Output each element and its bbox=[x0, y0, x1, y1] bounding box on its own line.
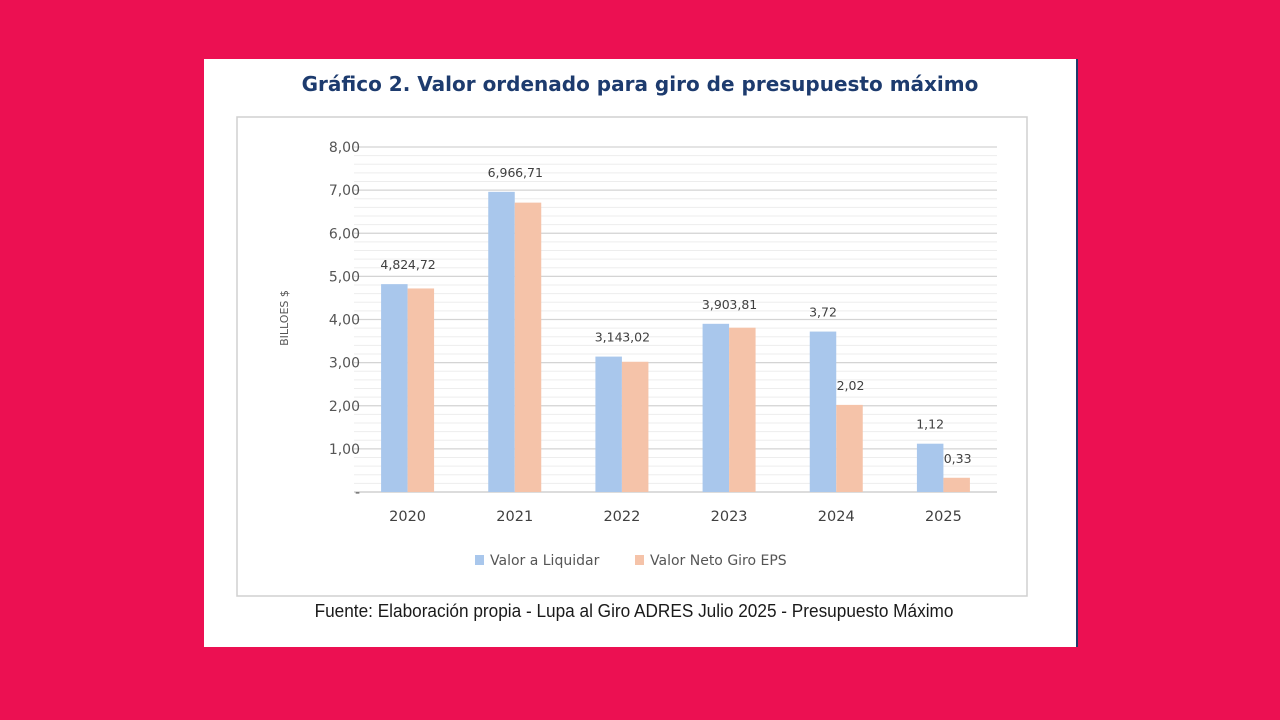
plot-frame bbox=[236, 116, 1028, 597]
legend-label: Valor a Liquidar bbox=[490, 553, 600, 569]
legend: Valor a Liquidar Valor Neto Giro EPS bbox=[475, 553, 787, 569]
chart-title: Gráfico 2. Valor ordenado para giro de p… bbox=[301, 72, 979, 96]
legend-swatch bbox=[475, 555, 484, 565]
bar bbox=[488, 191, 515, 492]
y-tick-label: 7,00 bbox=[329, 183, 360, 199]
grid-layer bbox=[354, 146, 997, 493]
legend-label: Valor Neto Giro EPS bbox=[650, 553, 787, 569]
bar bbox=[621, 361, 649, 492]
bar bbox=[595, 356, 622, 492]
data-label: 4,82 bbox=[380, 257, 408, 272]
bar bbox=[836, 404, 863, 492]
data-label: 3,72 bbox=[809, 305, 837, 320]
x-tick-label: 2023 bbox=[711, 509, 748, 525]
data-label: 1,12 bbox=[916, 417, 944, 432]
x-tick-label: 2021 bbox=[496, 509, 533, 525]
y-tick-label: 1,00 bbox=[329, 442, 360, 458]
y-tick-label: 3,00 bbox=[329, 356, 360, 372]
bar-layer bbox=[381, 191, 970, 492]
bar bbox=[729, 327, 756, 492]
bar bbox=[702, 323, 730, 492]
data-label: 3,14 bbox=[595, 330, 623, 345]
data-label: 4,72 bbox=[408, 257, 436, 272]
legend-item: Valor Neto Giro EPS bbox=[635, 553, 787, 569]
data-label: 6,71 bbox=[515, 165, 543, 180]
y-tick-label: 2,00 bbox=[329, 399, 360, 415]
data-label: 6,96 bbox=[488, 165, 516, 180]
x-tick-label: 2024 bbox=[818, 509, 855, 525]
data-label: 3,02 bbox=[622, 330, 650, 345]
legend-item: Valor a Liquidar bbox=[475, 553, 600, 569]
x-tick-label: 2022 bbox=[603, 509, 640, 525]
x-tick-label: 2020 bbox=[389, 509, 426, 525]
bar bbox=[809, 331, 837, 492]
y-tick-label: - bbox=[355, 485, 360, 501]
data-label: 3,90 bbox=[702, 297, 730, 312]
data-label: 2,02 bbox=[837, 378, 865, 393]
data-label: 0,33 bbox=[944, 451, 972, 466]
bar bbox=[514, 202, 542, 492]
y-tick-label: 6,00 bbox=[329, 226, 360, 242]
bar bbox=[916, 443, 944, 492]
legend-swatch bbox=[635, 555, 644, 565]
x-tick-label: 2025 bbox=[925, 509, 962, 525]
y-tick-label: 4,00 bbox=[329, 313, 360, 329]
y-tick-label: 5,00 bbox=[329, 269, 360, 285]
data-label: 3,81 bbox=[729, 297, 757, 312]
source-note: Fuente: Elaboración propia - Lupa al Gir… bbox=[314, 600, 954, 621]
bar bbox=[943, 477, 970, 492]
bar bbox=[381, 284, 408, 492]
y-axis-label: BILLOES $ bbox=[278, 290, 291, 346]
axis-layer: - 1,00 2,00 3,00 4,00 5,00 6,00 7,00 8,00 BILLOES… bbox=[278, 140, 962, 525]
bar bbox=[407, 288, 435, 492]
y-tick-label: 8,00 bbox=[329, 140, 360, 156]
label-layer: 4,82 4,72 6,96 6,71 3,14 3,02 3,90 3,81 3,72 2,02… bbox=[380, 165, 971, 466]
